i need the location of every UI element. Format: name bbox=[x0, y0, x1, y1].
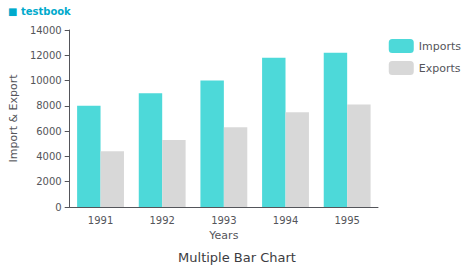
svg-text:0: 0 bbox=[55, 202, 61, 213]
svg-text:6000: 6000 bbox=[36, 126, 61, 137]
svg-text:1993: 1993 bbox=[211, 215, 236, 226]
svg-text:1992: 1992 bbox=[149, 215, 174, 226]
svg-text:14000: 14000 bbox=[30, 25, 62, 36]
svg-text:Multiple Bar Chart: Multiple Bar Chart bbox=[178, 250, 296, 265]
svg-text:1995: 1995 bbox=[334, 215, 359, 226]
svg-text:1994: 1994 bbox=[273, 215, 298, 226]
svg-text:12000: 12000 bbox=[30, 50, 62, 61]
svg-text:8000: 8000 bbox=[36, 100, 61, 111]
svg-text:4000: 4000 bbox=[36, 151, 61, 162]
svg-text:10000: 10000 bbox=[30, 75, 62, 86]
svg-text:1991: 1991 bbox=[88, 215, 113, 226]
svg-text:Import & Export: Import & Export bbox=[7, 74, 20, 163]
svg-text:■ testbook: ■ testbook bbox=[8, 6, 71, 17]
svg-text:Exports: Exports bbox=[419, 62, 461, 75]
svg-text:Imports: Imports bbox=[419, 40, 462, 53]
svg-text:Years: Years bbox=[208, 229, 238, 242]
svg-text:2000: 2000 bbox=[36, 176, 61, 187]
